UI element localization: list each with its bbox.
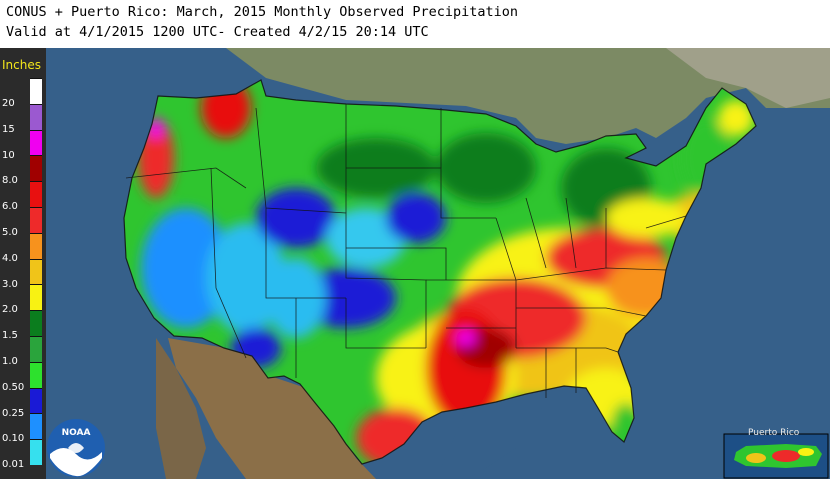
legend-label: 1.0 [2,356,18,367]
legend-swatch [30,361,42,388]
puerto-rico-inset [723,433,829,479]
legend-swatch [30,336,42,362]
map-canvas [46,48,830,479]
legend-swatch [30,413,42,440]
legend-label: 0.01 [2,459,25,471]
legend-swatch [30,207,42,233]
legend-label: 0.25 [2,407,25,419]
legend-swatch [30,439,42,466]
legend-label: 8.0 [2,175,18,187]
legend-swatch [30,258,42,285]
legend-swatch [30,78,42,104]
legend-label: 20 [2,98,15,109]
legend-label: 15 [2,123,15,135]
legend-swatch [30,181,42,208]
noaa-logo-text: NOAA [62,428,91,438]
legend-label: 3.0 [2,278,18,290]
legend-label: 10 [2,149,15,161]
legend-swatch [30,284,42,311]
legend-label: 0.10 [2,433,25,445]
legend-swatch [30,387,42,414]
legend-label: 4.0 [2,252,18,264]
legend-swatch [30,103,42,130]
map-subtitle: Valid at 4/1/2015 1200 UTC- Created 4/2/… [6,24,429,40]
legend-unit: Inches [2,58,41,72]
legend-label: 5.0 [2,227,18,238]
legend-swatch [30,310,42,337]
noaa-logo: NOAA [47,419,105,477]
legend-label: 1.5 [2,330,18,342]
legend-swatch [30,155,42,182]
land-outside-conus [156,48,830,479]
legend-label: 2.0 [2,304,18,316]
precipitation-legend: Inches 20 15 10 8.0 6.0 5.0 4.0 3.0 2.0 1.5 1.0 0.5… [0,48,46,479]
legend-swatch [30,129,42,156]
puerto-rico-label: Puerto Rico [748,428,800,438]
legend-label: 0.50 [2,381,25,393]
state-borders [123,79,757,465]
precipitation-map: Puerto Rico [46,48,830,479]
map-header: CONUS + Puerto Rico: March, 2015 Monthly… [0,0,830,48]
map-title: CONUS + Puerto Rico: March, 2015 Monthly… [6,4,519,20]
legend-swatch [30,232,42,259]
legend-label: 6.0 [2,201,18,213]
